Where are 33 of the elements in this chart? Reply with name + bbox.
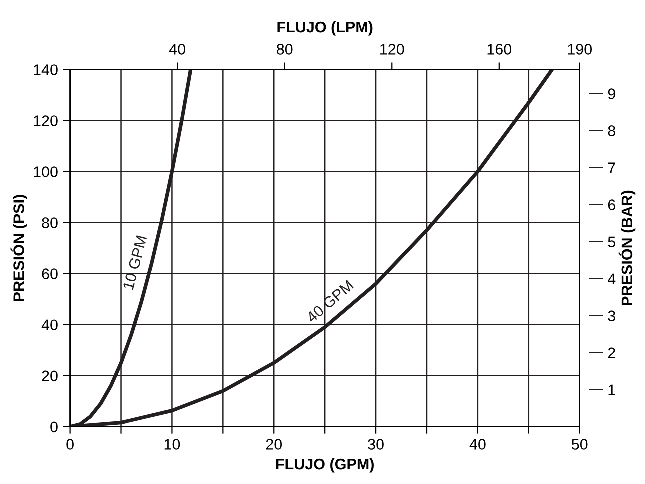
- x-tick-label: 30: [368, 439, 384, 450]
- y2-tick-label: 3: [608, 310, 616, 322]
- y2-tick-label: 9: [608, 88, 616, 100]
- y-tick-label: 100: [34, 166, 58, 178]
- x-tick-label: 20: [266, 439, 282, 450]
- x-axis-title: FLUJO (GPM): [276, 458, 374, 473]
- y2-tick-label: 7: [608, 162, 616, 174]
- text: 10 GPM: [122, 236, 148, 290]
- y-tick-label: 60: [42, 268, 58, 280]
- y2-tick-label: 1: [608, 384, 616, 396]
- y2-tick-label: 2: [608, 348, 616, 358]
- y2-tick-label: 5: [608, 236, 616, 248]
- x-tick-label: 0: [66, 439, 74, 450]
- x-tick-label: 50: [572, 439, 588, 450]
- y2-tick-label: 6: [608, 200, 616, 210]
- x2-tick-label: 80: [277, 44, 293, 55]
- x-tick-label: 10: [164, 439, 180, 450]
- x2-axis-title: FLUJO (LPM): [278, 21, 373, 36]
- y2-axis-title: PRESIÓN (BAR): [618, 190, 636, 306]
- x2-tick-label: 190: [568, 44, 592, 55]
- y-tick-label: 0: [50, 422, 58, 433]
- x2-tick-label: 40: [169, 44, 186, 55]
- y-tick-label: 40: [42, 320, 58, 331]
- x-tick-label: 40: [470, 439, 486, 450]
- y-tick-label: 140: [34, 64, 58, 76]
- x2-tick-label: 160: [488, 44, 512, 55]
- y-axis-title: PRESIÓN (PSI): [10, 195, 28, 302]
- x2-tick-label: 120: [380, 44, 404, 55]
- y2-tick-label: 8: [608, 126, 616, 136]
- y-tick-label: 120: [34, 116, 58, 126]
- y2-tick-label: 4: [608, 274, 616, 284]
- y-tick-label: 20: [42, 370, 58, 382]
- y-tick-label: 80: [42, 218, 58, 228]
